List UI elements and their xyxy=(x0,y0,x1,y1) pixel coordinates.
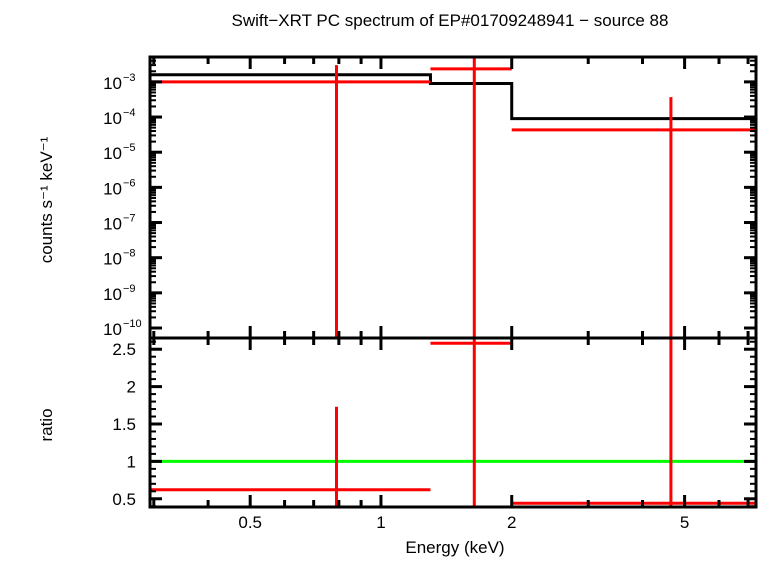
bottom-panel-frame xyxy=(148,336,758,509)
y-tick-label: 10 xyxy=(103,285,122,304)
ratio-y-tick-label: 2 xyxy=(127,378,136,397)
y-tick-exponent: −6 xyxy=(123,177,136,189)
y-tick-exponent: −7 xyxy=(123,213,136,225)
y-tick-exponent: −4 xyxy=(123,107,136,119)
x-tick-label: 1 xyxy=(376,513,385,532)
x-axis-label: Energy (keV) xyxy=(405,538,504,557)
y-tick-label: 10 xyxy=(103,250,122,269)
y-tick-label: 10 xyxy=(103,320,122,339)
y-tick-label: 10 xyxy=(103,215,122,234)
top-y-axis-label: counts s⁻¹ keV⁻¹ xyxy=(37,136,56,263)
bottom-y-axis-label: ratio xyxy=(37,408,56,441)
y-tick-label: 10 xyxy=(103,144,122,163)
y-tick-exponent: −5 xyxy=(123,142,136,154)
y-tick-label: 10 xyxy=(103,74,122,93)
model-step-line xyxy=(150,73,756,121)
x-tick-label: 0.5 xyxy=(238,513,262,532)
ratio-y-tick-label: 0.5 xyxy=(112,490,136,509)
y-tick-label: 10 xyxy=(103,179,122,198)
chart-title: Swift−XRT PC spectrum of EP#01709248941 … xyxy=(232,11,669,30)
ratio-y-tick-label: 1 xyxy=(127,452,136,471)
y-tick-exponent: −10 xyxy=(123,318,142,330)
ratio-y-tick-label: 2.5 xyxy=(112,340,136,359)
top-panel-frame xyxy=(148,55,758,340)
x-tick-label: 2 xyxy=(507,513,516,532)
y-tick-label: 10 xyxy=(103,109,122,128)
x-tick-label: 5 xyxy=(680,513,689,532)
ratio-y-tick-label: 1.5 xyxy=(112,415,136,434)
y-tick-exponent: −3 xyxy=(123,72,136,84)
y-tick-exponent: −8 xyxy=(123,248,136,260)
y-tick-exponent: −9 xyxy=(123,283,136,295)
